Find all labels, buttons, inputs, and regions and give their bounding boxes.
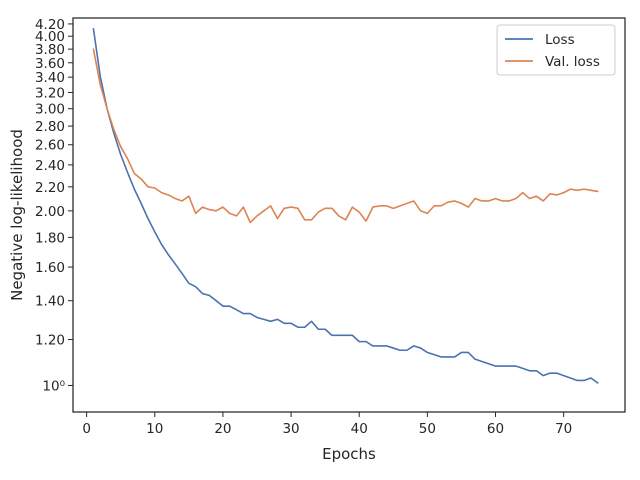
x-tick-label: 20 <box>214 421 231 437</box>
x-tick-label: 30 <box>282 421 299 437</box>
series-line-val-loss <box>92 48 599 224</box>
series-layer <box>92 27 599 384</box>
legend-label-val-loss: Val. loss <box>545 54 600 70</box>
x-tick-label: 50 <box>419 421 436 437</box>
y-tick-label: 3.20 <box>35 85 65 101</box>
series-line-loss <box>92 27 599 384</box>
y-tick-label: 3.60 <box>35 56 65 72</box>
y-tick-label: 2.80 <box>35 119 65 135</box>
x-axis-label: Epochs <box>322 445 376 463</box>
y-tick-label: 2.00 <box>35 204 65 220</box>
y-tick-label: 1.60 <box>35 260 65 276</box>
legend-label-loss: Loss <box>545 32 575 48</box>
legend: Loss Val. loss <box>496 24 616 76</box>
y-tick-label: 4.00 <box>35 29 65 45</box>
x-axis-ticks: 0 10 20 30 40 50 60 70 <box>82 412 572 437</box>
y-tick-label: 3.00 <box>35 102 65 118</box>
y-tick-label: 2.20 <box>35 180 65 196</box>
x-tick-label: 70 <box>555 421 572 437</box>
y-tick-label: 2.40 <box>35 158 65 174</box>
y-tick-label: 1.40 <box>35 294 65 310</box>
y-tick-label: 10⁰ <box>42 378 65 394</box>
y-tick-label: 1.20 <box>35 333 65 349</box>
legend-box <box>496 24 616 76</box>
y-tick-label: 1.80 <box>35 230 65 246</box>
y-tick-label: 3.40 <box>35 70 65 86</box>
y-axis-label: Negative log-likelihood <box>8 129 26 301</box>
y-tick-label: 2.60 <box>35 138 65 154</box>
x-tick-label: 40 <box>351 421 368 437</box>
x-tick-label: 0 <box>82 421 91 437</box>
plot-frame <box>72 17 626 413</box>
x-tick-label: 60 <box>487 421 504 437</box>
y-axis-ticks: 10⁰1.201.401.601.802.002.202.402.602.803… <box>35 17 73 394</box>
y-tick-label: 4.20 <box>35 17 65 33</box>
y-tick-label: 3.80 <box>35 42 65 58</box>
x-tick-label: 10 <box>146 421 163 437</box>
